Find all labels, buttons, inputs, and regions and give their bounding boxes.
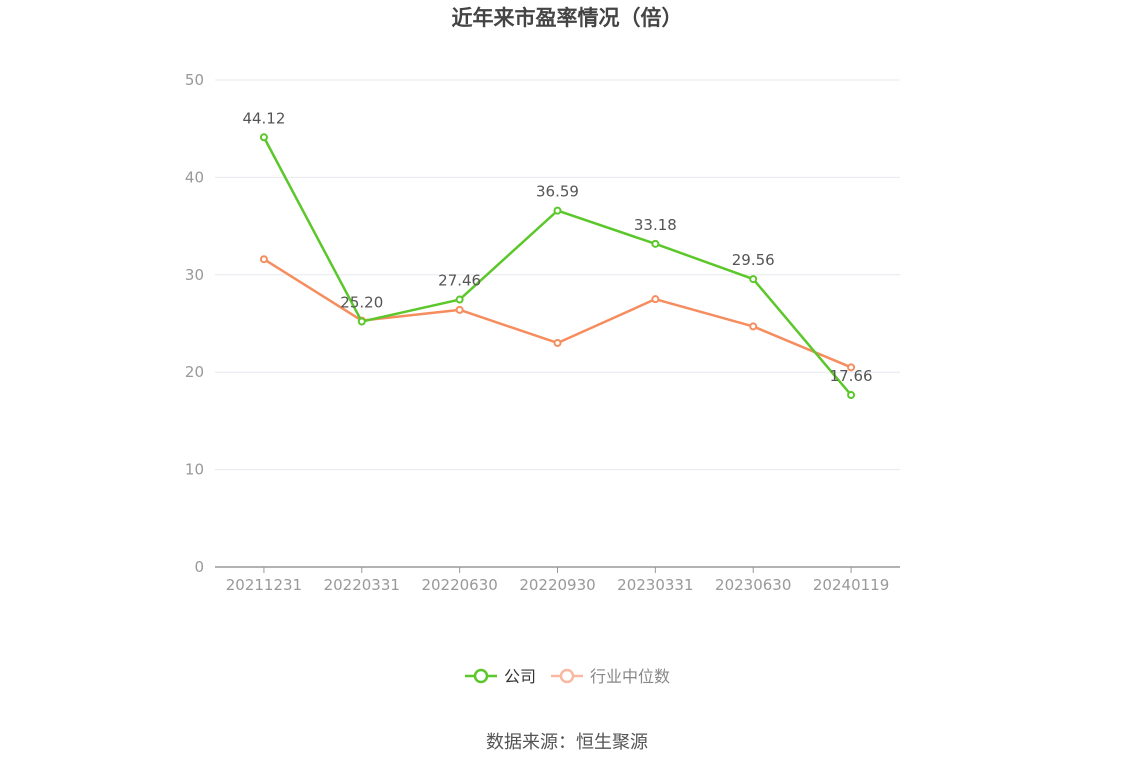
y-tick-label: 0: [194, 558, 204, 576]
y-tick-label: 50: [185, 71, 204, 89]
data-label: 25.20: [340, 294, 383, 312]
data-point: [455, 305, 464, 314]
series-group: [259, 133, 856, 399]
data-point: [455, 295, 464, 304]
legend-item-0: 公司: [465, 667, 536, 686]
data-point: [651, 295, 660, 304]
chart-title: 近年来市盈率情况（倍）: [451, 6, 683, 30]
data-label: 27.46: [438, 272, 481, 290]
data-label: 29.56: [732, 251, 775, 269]
y-tick-label: 10: [185, 461, 204, 479]
legend: 公司 行业中位数: [465, 667, 670, 686]
legend-marker: [473, 668, 489, 684]
data-point: [259, 255, 268, 264]
data-point: [553, 206, 562, 215]
x-tick-label: 20230630: [715, 576, 791, 594]
data-label: 17.66: [830, 367, 873, 385]
y-tick-label: 40: [185, 168, 204, 186]
x-tick-label: 20211231: [226, 576, 302, 594]
data-point: [357, 317, 366, 326]
y-tick-label: 30: [185, 266, 204, 284]
data-point: [847, 363, 856, 372]
data-labels: 44.12 25.20 27.46 36.59 33.18 29.56 17.66: [242, 109, 872, 385]
y-tick-label: 20: [185, 363, 204, 381]
data-point: [847, 390, 856, 399]
data-point: [259, 133, 268, 142]
data-label: 33.18: [634, 216, 677, 234]
data-point: [553, 338, 562, 347]
data-point: [749, 275, 758, 284]
data-point: [651, 239, 660, 248]
x-axis-ticks: 20211231 20220331 20220630 20220930 20230331…: [226, 567, 889, 594]
legend-item-1: 行业中位数: [551, 667, 670, 686]
x-tick-label: 20220630: [421, 576, 497, 594]
series-line-1: [263, 258, 852, 369]
y-axis-ticks: 0 10 20 30 40 50: [185, 71, 204, 576]
legend-marker: [559, 668, 575, 684]
x-tick-label: 20230331: [617, 576, 693, 594]
data-label: 36.59: [536, 183, 579, 201]
legend-label: 公司: [504, 667, 536, 686]
x-tick-label: 20240119: [813, 576, 889, 594]
data-label: 44.12: [242, 109, 285, 127]
data-source: 数据来源：恒生聚源: [486, 732, 648, 753]
legend-label: 行业中位数: [590, 667, 670, 686]
data-point: [749, 322, 758, 331]
grid-lines: [215, 79, 900, 471]
x-tick-label: 20220930: [519, 576, 595, 594]
x-tick-label: 20220331: [324, 576, 400, 594]
